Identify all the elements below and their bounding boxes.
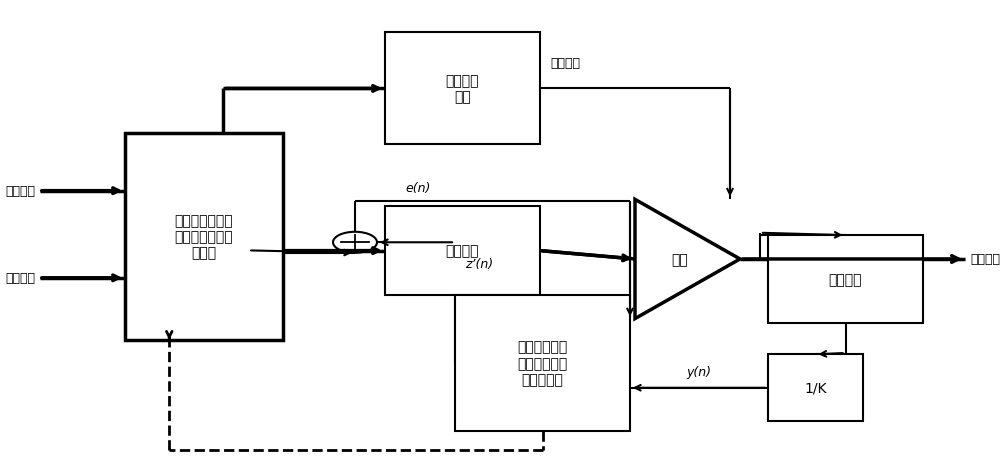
Circle shape	[333, 232, 377, 253]
Text: 功放: 功放	[672, 252, 688, 267]
Bar	[768, 236, 923, 324]
Polygon shape	[635, 200, 740, 319]
Text: 控制电压: 控制电压	[550, 57, 580, 70]
Text: 输出信号: 输出信号	[970, 253, 1000, 266]
Text: 输入信号: 输入信号	[5, 272, 35, 285]
Text: 1/K: 1/K	[804, 381, 827, 395]
Text: 反馈链路: 反馈链路	[829, 273, 862, 287]
Text: 包络信号: 包络信号	[5, 185, 35, 198]
Text: 射频链路: 射频链路	[446, 244, 479, 258]
Bar	[768, 355, 863, 421]
Bar	[125, 133, 283, 340]
Text: 基于改进型记忆
多项式模型的预
失真器: 基于改进型记忆 多项式模型的预 失真器	[175, 214, 233, 260]
Text: 基于改进型记
忆多项式模型
的预失真器: 基于改进型记 忆多项式模型 的预失真器	[517, 340, 568, 386]
Bar	[385, 207, 540, 295]
Text: z’(n): z’(n)	[465, 257, 493, 270]
Bar	[455, 295, 630, 431]
Text: y(n): y(n)	[687, 366, 712, 378]
Text: e(n): e(n)	[405, 181, 430, 194]
Text: 包络信号
调制: 包络信号 调制	[446, 74, 479, 104]
Bar	[385, 33, 540, 145]
